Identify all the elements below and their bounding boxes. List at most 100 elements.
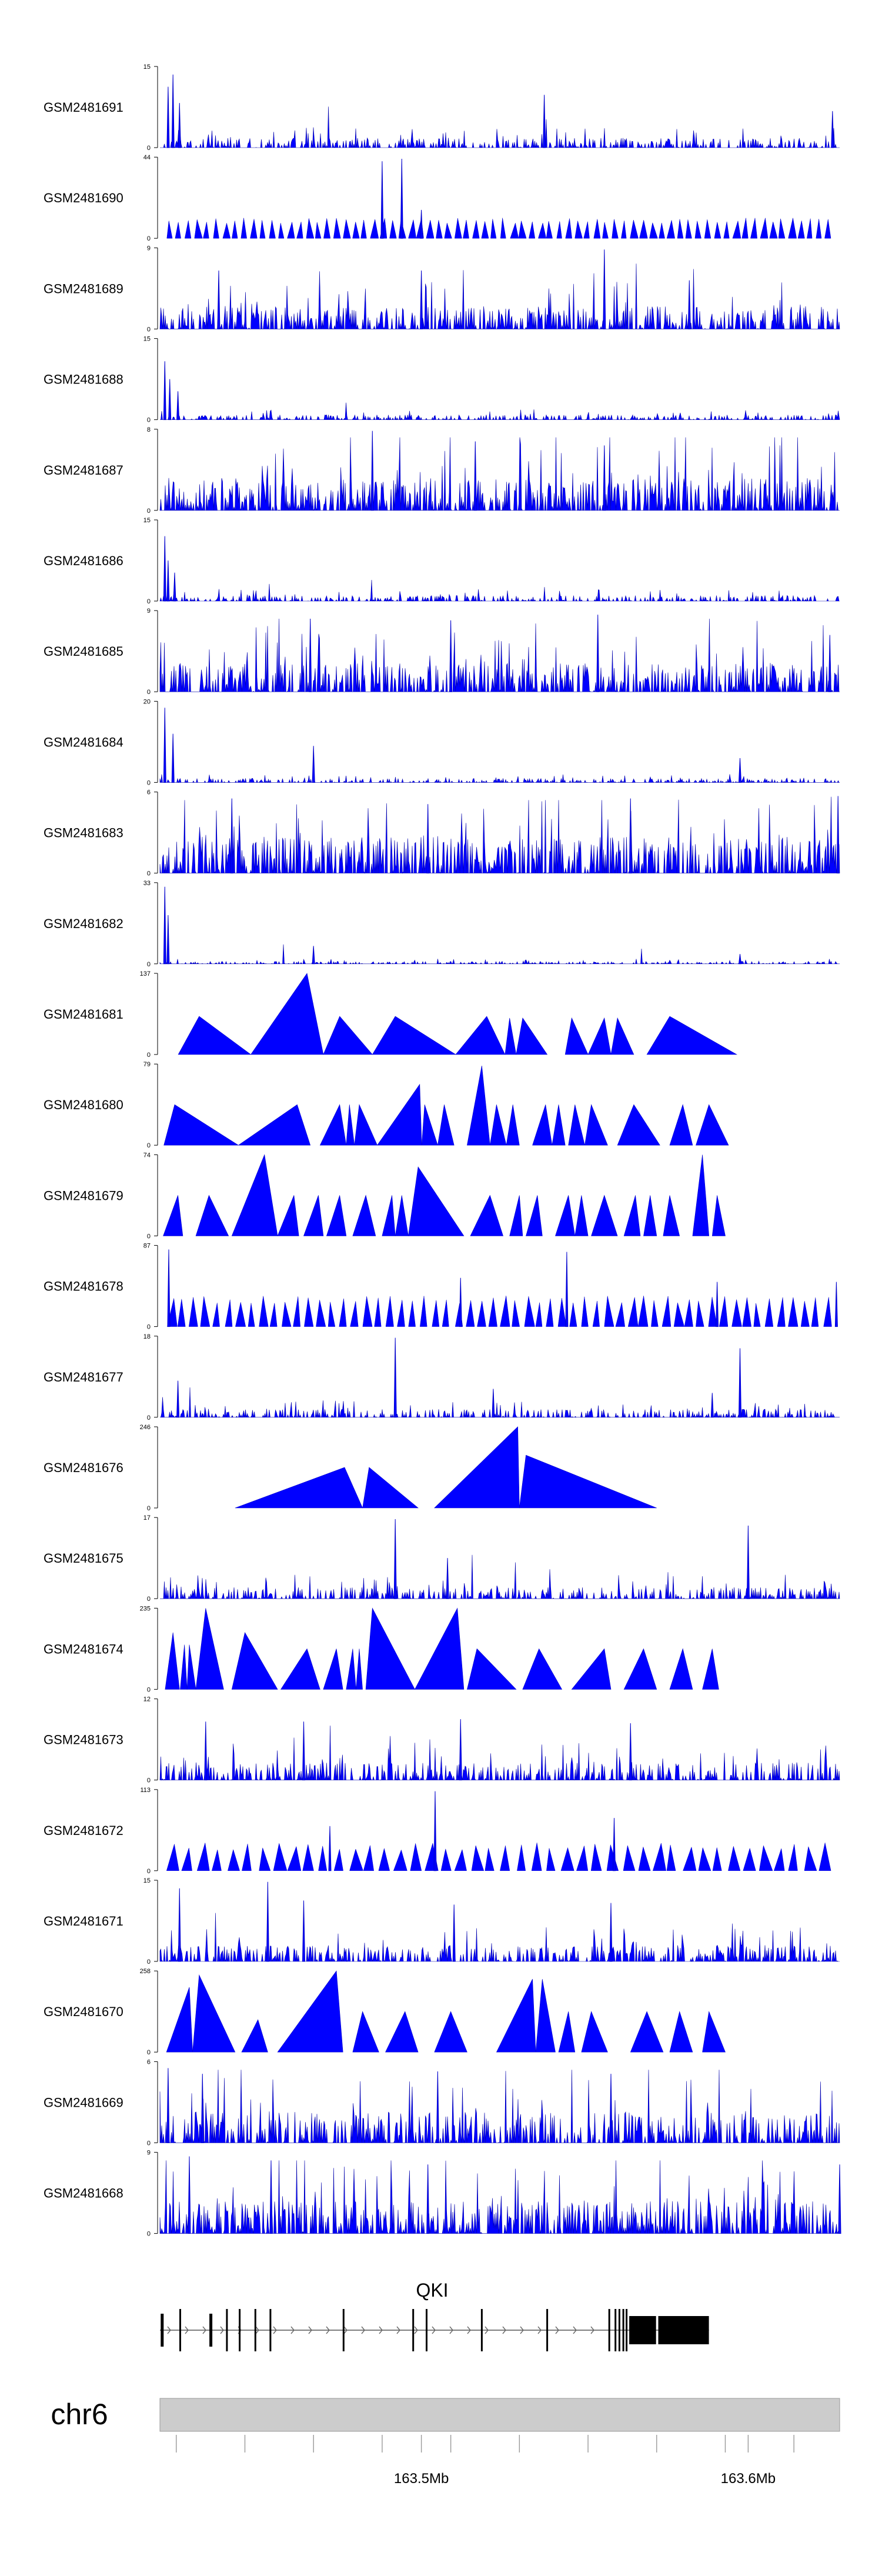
coverage-triangle (592, 1301, 600, 1327)
track-label: GSM2481680 (44, 1097, 123, 1112)
track-label: GSM2481685 (44, 644, 123, 659)
coverage-segment (178, 1016, 252, 1055)
y-axis-zero-label: 0 (147, 1777, 151, 1784)
coverage-peak (831, 111, 834, 148)
track-GSM2481676: GSM2481676 246 0 (44, 1424, 657, 1512)
coverage-peak (836, 796, 840, 874)
exon (209, 2314, 213, 2347)
coverage-triangle (593, 219, 601, 239)
y-axis-max-label: 18 (143, 1333, 151, 1340)
coverage-segment (346, 1105, 355, 1146)
strand-arrow (414, 2326, 418, 2334)
coverage-triangle (638, 1847, 651, 1871)
coverage-peak (163, 536, 166, 602)
coverage-area (159, 774, 840, 783)
coverage-segment (532, 1105, 553, 1146)
y-axis-max-label: 137 (140, 970, 151, 977)
coverage-triangle (166, 1844, 179, 1871)
coverage-peak (473, 441, 477, 511)
coverage-triangle (296, 222, 303, 239)
coverage-peak (828, 635, 831, 692)
strand-arrow (361, 2326, 365, 2334)
coverage-triangle (673, 1302, 685, 1327)
coverage-triangle (471, 1845, 485, 1871)
coverage-triangle (574, 221, 583, 239)
track-label: GSM2481675 (44, 1551, 123, 1566)
coverage-peak (380, 161, 384, 239)
coverage-triangle (232, 221, 238, 239)
y-axis-zero-label: 0 (147, 1324, 151, 1331)
coverage-area (159, 618, 840, 693)
coverage-peak (400, 158, 403, 239)
coverage-peak (716, 1282, 719, 1327)
coverage-triangle (769, 221, 778, 239)
coverage-triangle (512, 1300, 520, 1327)
track-label: GSM2481673 (44, 1733, 123, 1747)
coverage-segment (623, 1648, 657, 1690)
coverage-triangle (778, 218, 786, 239)
coverage-peak (436, 2071, 439, 2143)
coverage-triangle (211, 1850, 222, 1871)
coverage-triangle (389, 220, 397, 239)
coverage-triangle (315, 222, 322, 239)
y-axis-zero-label: 0 (147, 2231, 151, 2238)
coverage-triangle (432, 1300, 440, 1327)
coverage-triangle (800, 1301, 810, 1327)
coverage-segment (408, 1166, 465, 1236)
coverage-peak (176, 391, 180, 421)
coverage-peak (266, 1881, 269, 1962)
coverage-peak (178, 1888, 181, 1962)
coverage-triangle (704, 219, 711, 239)
coverage-triangle (410, 1843, 422, 1871)
coverage-triangle (177, 1299, 186, 1327)
coverage-triangle (652, 1843, 666, 1871)
coverage-segment (669, 1648, 693, 1690)
coverage-triangle (194, 219, 203, 239)
coverage-segment (356, 1649, 363, 1690)
strand-arrow (520, 2326, 524, 2334)
strand-arrow (537, 2326, 542, 2334)
coverage-peak (302, 1721, 306, 1781)
coverage-triangle (741, 218, 749, 239)
coverage-triangle (166, 221, 173, 239)
coverage-triangle (408, 1300, 416, 1327)
exon (179, 2309, 181, 2351)
coverage-triangle (200, 1296, 211, 1327)
track-GSM2481680: GSM2481680 79 0 (44, 1061, 729, 1149)
track-label: GSM2481689 (44, 281, 123, 296)
coverage-peak (629, 798, 632, 874)
coverage-segment (192, 1974, 236, 2053)
coverage-peak (629, 1723, 632, 1781)
coverage-triangle (637, 1296, 649, 1327)
coverage-triangle (293, 1296, 300, 1327)
coverage-triangle (742, 1297, 751, 1327)
strand-arrow (308, 2326, 312, 2334)
coverage-triangle (538, 223, 547, 239)
y-axis-zero-label: 0 (147, 145, 151, 152)
coverage-peak (687, 280, 691, 329)
coverage-peak (204, 1721, 208, 1781)
coverage-peak (312, 746, 315, 783)
coverage-triangle (240, 218, 247, 239)
coverage-triangle (477, 1301, 486, 1327)
coverage-segment (470, 1194, 504, 1236)
coverage-segment (516, 1017, 548, 1055)
exon (614, 2309, 617, 2351)
coverage-triangle (259, 1296, 269, 1327)
coverage-triangle (323, 218, 331, 239)
y-axis-max-label: 74 (143, 1152, 151, 1159)
coverage-peak (492, 1389, 495, 1418)
coverage-peak (163, 361, 166, 421)
coverage-segment (669, 2011, 693, 2053)
coverage-triangle (306, 218, 315, 239)
coverage-triangle (222, 223, 231, 239)
coverage-peak (738, 954, 742, 965)
coverage-peak (188, 2156, 191, 2234)
coverage-triangle (328, 1302, 336, 1327)
y-axis-zero-label: 0 (147, 1505, 151, 1512)
coverage-triangle (500, 218, 506, 239)
coverage-segment (467, 1065, 490, 1146)
coverage-peak (168, 379, 172, 421)
coverage-triangle (602, 222, 609, 239)
coverage-triangle (621, 221, 627, 239)
